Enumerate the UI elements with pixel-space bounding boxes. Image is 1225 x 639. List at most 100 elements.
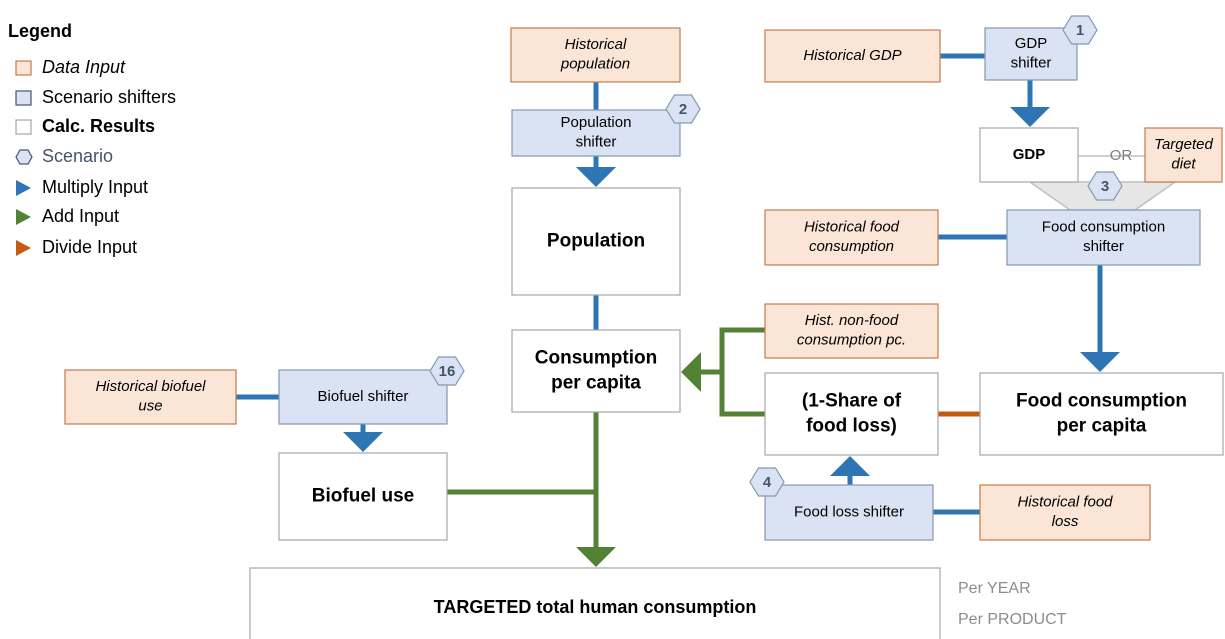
legend-title: Legend xyxy=(8,21,72,41)
node-box xyxy=(510,27,681,83)
node-label: Population xyxy=(547,231,645,252)
legend-swatch xyxy=(16,209,31,225)
node-historical-food-consumption: Historical food consumption xyxy=(764,209,939,266)
node-gdp: GDP xyxy=(979,127,1079,183)
node-box xyxy=(764,303,939,359)
legend-swatch xyxy=(16,180,31,196)
node-label: Historical food xyxy=(1017,494,1113,511)
node-biofuel-use: Biofuel use xyxy=(278,452,448,541)
scenario-number: 16 xyxy=(439,363,456,380)
legend-label: Add Input xyxy=(42,206,119,226)
note: Per YEAR xyxy=(958,580,1031,597)
legend-label: Scenario xyxy=(42,146,113,166)
node-label: Hist. non-food xyxy=(805,312,899,329)
node-label: per capita xyxy=(551,372,641,393)
node-historical-biofuel: Historical biofuel use xyxy=(64,369,237,425)
node-label: per capita xyxy=(1057,415,1147,436)
or-label: OR xyxy=(1110,147,1133,164)
node-label: GDP xyxy=(1013,146,1046,163)
node-box xyxy=(1144,127,1223,183)
node-box xyxy=(979,127,1079,183)
node-food-loss-shifter: Food loss shifter xyxy=(764,484,934,541)
node-label: TARGETED total human consumption xyxy=(434,597,757,617)
node-targeted-diet: Targeted diet xyxy=(1144,127,1223,183)
node-label: shifter xyxy=(576,134,617,151)
node-food-consumption-pc: Food consumption per capita xyxy=(979,372,1224,456)
scenario-hexagon xyxy=(1062,15,1098,45)
node-label: loss xyxy=(1052,513,1079,530)
node-share-food-loss: (1-Share of food loss) xyxy=(764,372,939,456)
node-box xyxy=(278,452,448,541)
legend-swatch xyxy=(15,90,32,106)
scenario-hexagon xyxy=(1087,171,1123,201)
scenario-hexagon xyxy=(749,467,785,497)
node-box xyxy=(984,27,1078,81)
node-population-shifter: Population shifter xyxy=(511,109,681,157)
scenario-number: 3 xyxy=(1101,178,1109,195)
legend-label: Scenario shifters xyxy=(42,87,176,107)
legend: Data Input Scenario shifters Calc. Results… xyxy=(15,57,176,257)
node-label: Targeted xyxy=(1154,136,1213,153)
node-label: Historical xyxy=(565,36,627,53)
node-label: diet xyxy=(1171,156,1196,173)
node-label: Historical biofuel xyxy=(95,378,206,395)
node-label: Historical food xyxy=(804,219,900,236)
node-label: GDP xyxy=(1015,35,1048,52)
legend-label: Data Input xyxy=(42,57,126,77)
scenario-hexagon xyxy=(429,356,465,386)
node-label: Biofuel use xyxy=(312,486,414,507)
scenario-hexagon xyxy=(665,94,701,124)
node-box xyxy=(764,372,939,456)
node-population: Population xyxy=(511,187,681,296)
node-historical-food-loss: Historical food loss xyxy=(979,484,1151,541)
legend-label: Multiply Input xyxy=(42,177,148,197)
node-box xyxy=(979,372,1224,456)
legend-label: Calc. Results xyxy=(42,116,155,136)
node-box xyxy=(764,484,934,541)
legend-swatch xyxy=(15,60,32,76)
node-historical-gdp: Historical GDP xyxy=(764,29,941,83)
node-total: TARGETED total human consumption xyxy=(249,567,941,639)
connectors xyxy=(236,53,1178,567)
legend-swatch xyxy=(16,240,31,256)
node-food-consumption-shifter: Food consumption shifter xyxy=(1006,209,1201,266)
node-label: Consumption xyxy=(535,348,657,369)
node-label: Food loss shifter xyxy=(794,503,904,520)
node-biofuel-shifter: Biofuel shifter xyxy=(278,369,448,425)
node-label: shifter xyxy=(1083,238,1124,255)
node-box xyxy=(64,369,237,425)
note: Per PRODUCT xyxy=(958,611,1067,628)
node-box xyxy=(249,567,941,639)
scenario-number: 2 xyxy=(679,101,687,118)
node-box xyxy=(511,329,681,413)
node-box xyxy=(1006,209,1201,266)
node-hist-nonfood: Hist. non-food consumption pc. xyxy=(764,303,939,359)
node-historical-population: Historical population xyxy=(510,27,681,83)
node-box xyxy=(979,484,1151,541)
node-label: Historical GDP xyxy=(803,47,901,64)
node-box xyxy=(278,369,448,425)
scenario-number: 1 xyxy=(1076,22,1084,39)
node-label: Food consumption xyxy=(1042,219,1165,236)
node-label: use xyxy=(138,398,162,415)
legend-swatch xyxy=(15,119,32,135)
node-label: Population xyxy=(561,114,632,131)
node-box xyxy=(511,109,681,157)
node-label: consumption pc. xyxy=(797,332,906,349)
node-label: (1-Share of xyxy=(802,391,902,412)
node-label: Food consumption xyxy=(1016,391,1187,412)
node-label: consumption xyxy=(809,238,894,255)
legend-swatch xyxy=(15,149,33,165)
node-gdp-shifter: GDP shifter xyxy=(984,27,1078,81)
node-box xyxy=(511,187,681,296)
node-label: Biofuel shifter xyxy=(318,388,409,405)
node-box xyxy=(764,209,939,266)
node-consumption-pc: Consumption per capita xyxy=(511,329,681,413)
legend-label: Divide Input xyxy=(42,237,137,257)
scenario-number: 4 xyxy=(763,474,772,491)
node-label: shifter xyxy=(1011,55,1052,72)
node-label: population xyxy=(560,56,630,73)
node-label: food loss) xyxy=(806,415,897,436)
node-box xyxy=(764,29,941,83)
